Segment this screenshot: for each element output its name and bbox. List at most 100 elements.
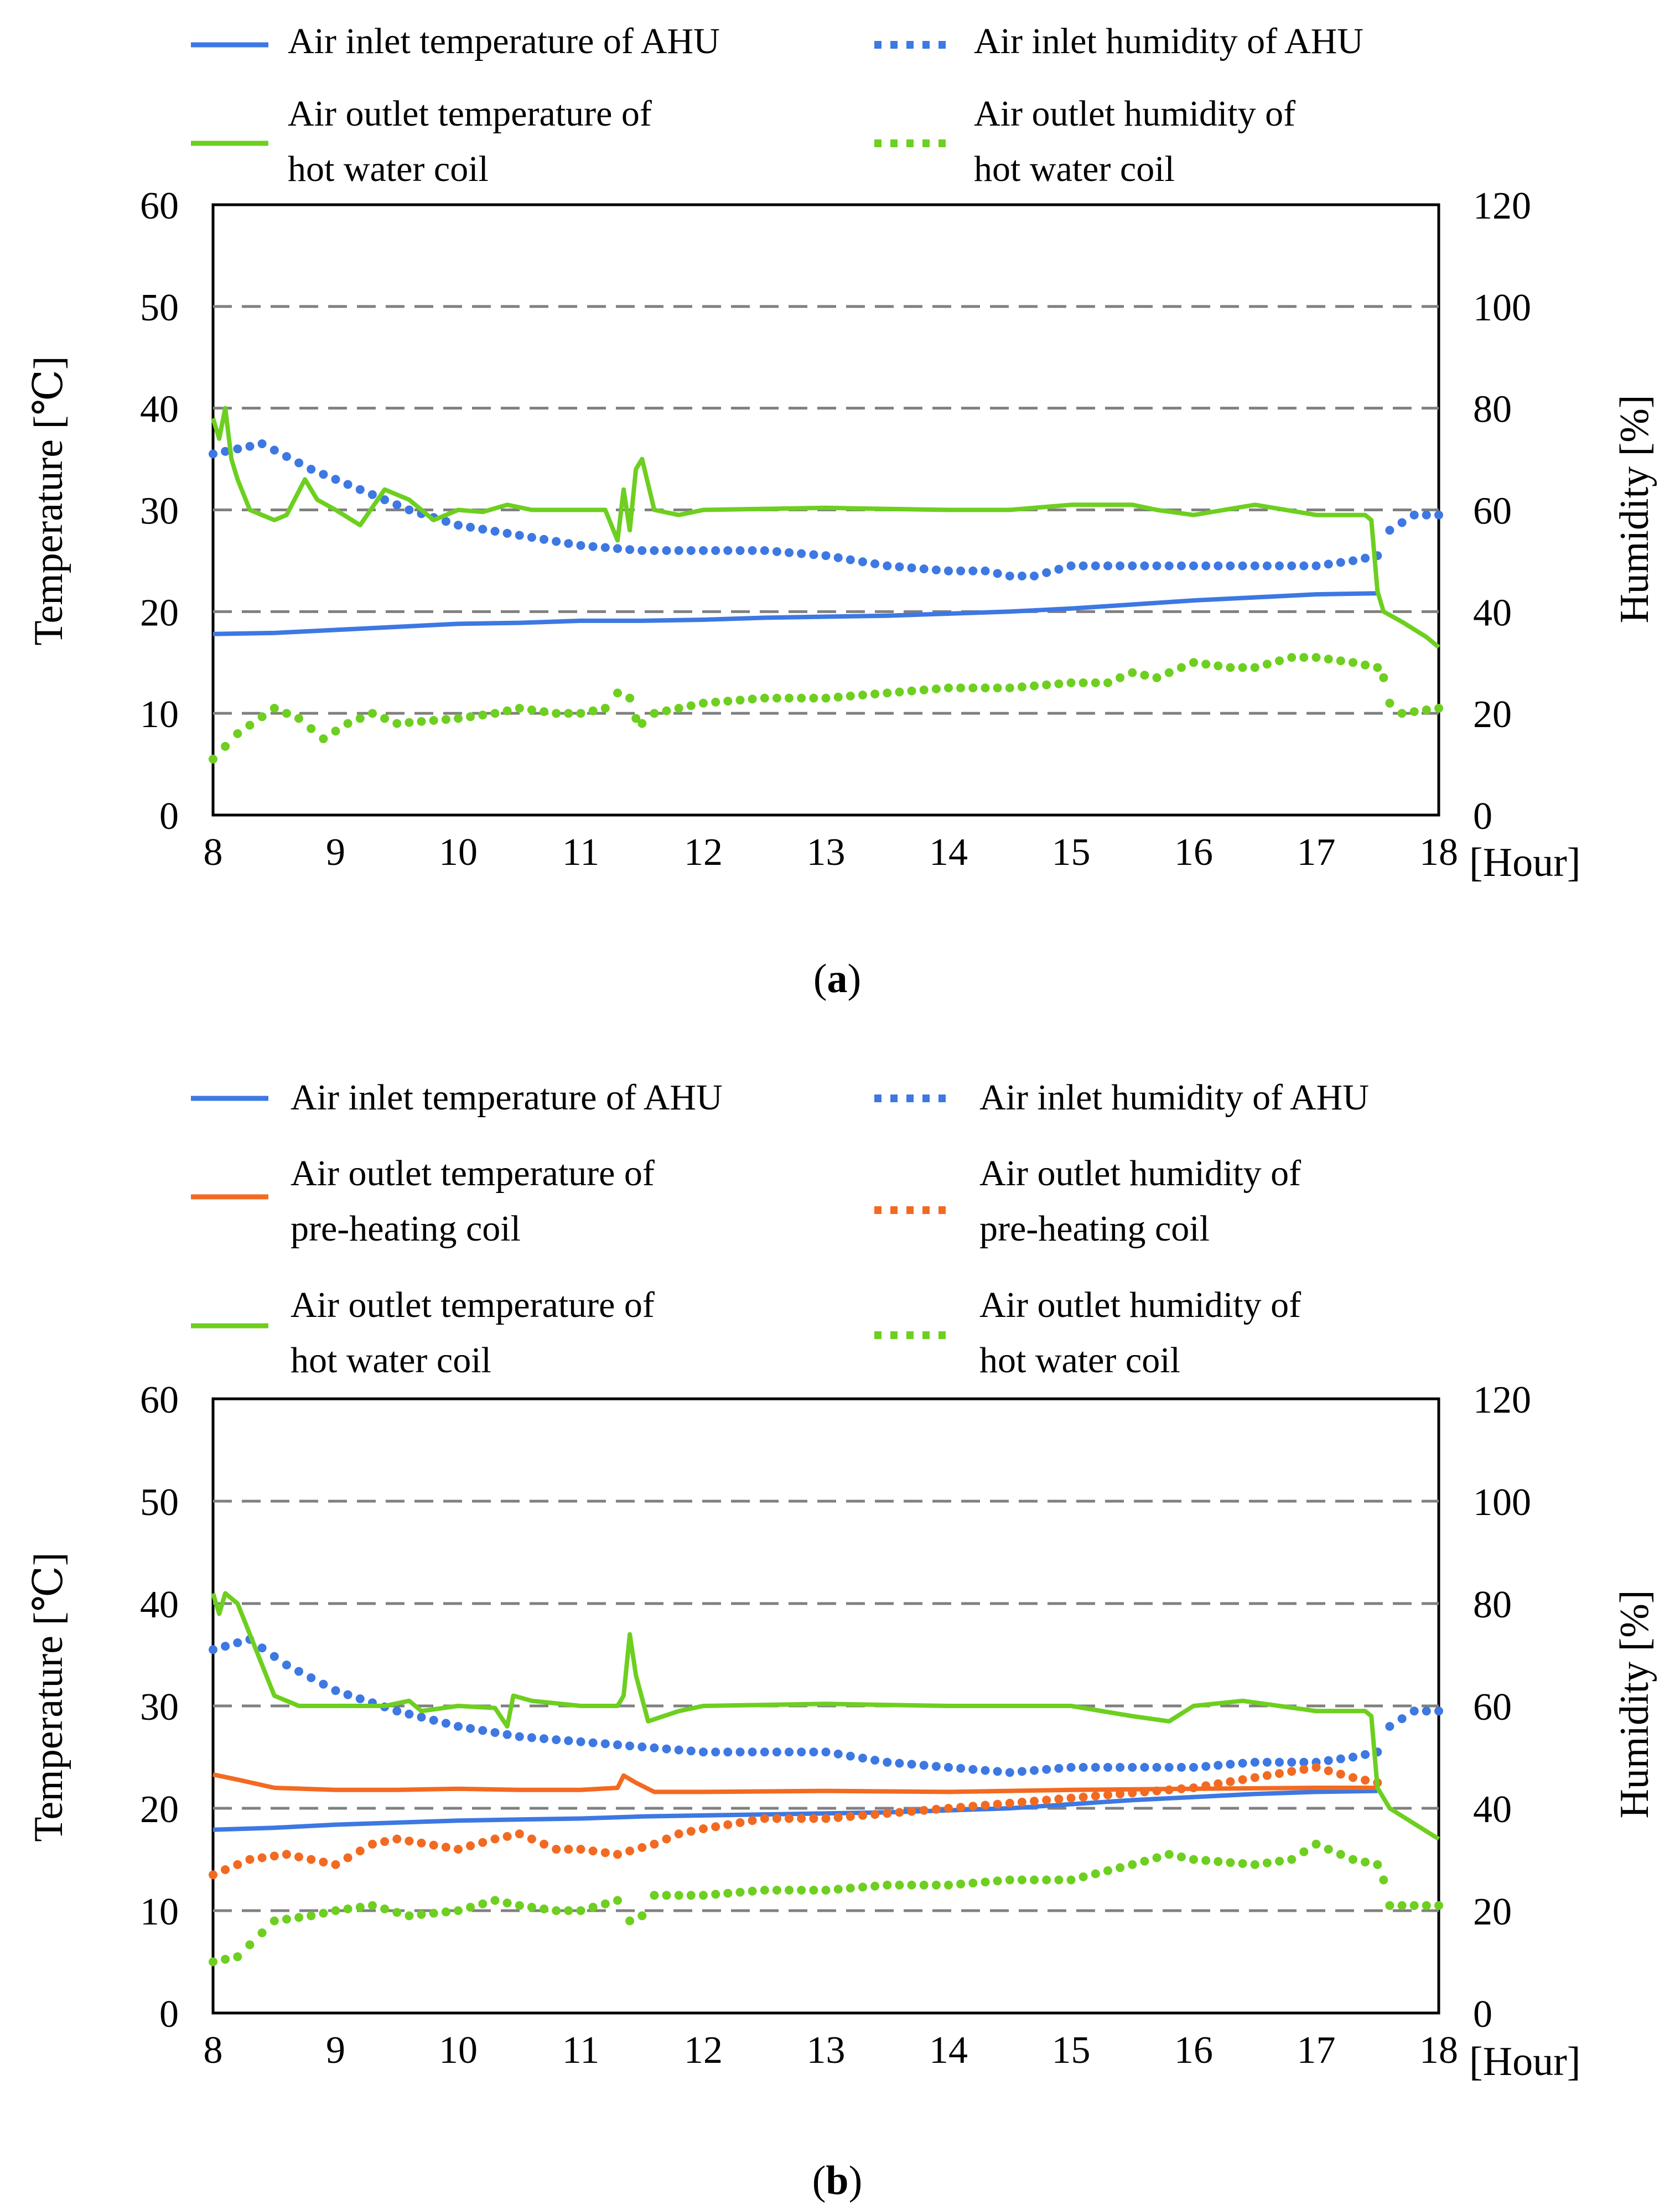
series-point xyxy=(600,1739,610,1749)
series-point xyxy=(1201,561,1211,570)
series-point xyxy=(269,1851,279,1861)
series-point xyxy=(552,709,561,718)
series-point xyxy=(600,1848,610,1858)
series-point xyxy=(748,546,757,555)
series-point xyxy=(650,1891,659,1900)
series-point xyxy=(686,1827,696,1836)
series-point xyxy=(564,1906,573,1915)
legend-line: Air outlet humidity of xyxy=(979,1285,1301,1325)
legend-label-b-3: Air outlet humidity of pre-heating coil xyxy=(979,1153,1301,1249)
series-point xyxy=(380,714,390,723)
series-point xyxy=(405,1837,414,1846)
series-point xyxy=(1238,1775,1247,1784)
series-point xyxy=(478,525,488,534)
series-point xyxy=(1201,1781,1211,1791)
legend-line: hot water coil xyxy=(974,149,1175,189)
y2-tick-label: 60 xyxy=(1473,1686,1512,1729)
series-point xyxy=(221,1954,230,1964)
series-0 xyxy=(212,1788,1378,1832)
series-point xyxy=(233,444,242,454)
series-point xyxy=(1214,661,1223,671)
series-point xyxy=(1275,1856,1284,1866)
series-point xyxy=(637,546,647,555)
series-point xyxy=(870,689,880,699)
series-point xyxy=(1030,572,1039,580)
series-point xyxy=(956,1763,966,1773)
series-point xyxy=(846,691,855,701)
series-point xyxy=(1275,656,1284,666)
series-point xyxy=(662,546,671,555)
series-point xyxy=(1017,682,1026,692)
series-point xyxy=(1214,1761,1223,1770)
y-tick-label: 0 xyxy=(159,1993,179,2036)
series-point xyxy=(552,1845,561,1854)
series-point xyxy=(735,546,745,555)
series-point xyxy=(576,1845,585,1854)
series-point xyxy=(931,1880,941,1890)
series-point xyxy=(1311,1763,1321,1772)
series-point xyxy=(1238,1758,1247,1768)
series-point xyxy=(294,458,304,468)
series-point xyxy=(981,566,990,575)
series-point xyxy=(1201,1762,1211,1771)
series-point xyxy=(968,683,978,693)
series-point xyxy=(1409,707,1419,717)
y2-ticks-b: 0 20 40 60 80 100 120 xyxy=(1473,1379,1531,2036)
series-point xyxy=(257,1853,267,1863)
series-point xyxy=(1189,658,1198,667)
series-point xyxy=(1373,1860,1382,1869)
series-point xyxy=(1054,1794,1064,1804)
series-point xyxy=(944,1804,953,1813)
series-point xyxy=(540,1904,549,1913)
x-tick-label: 16 xyxy=(1174,2029,1213,2072)
series-point xyxy=(1017,1797,1026,1807)
series-point xyxy=(662,1744,671,1754)
series-point xyxy=(833,553,843,562)
series-point xyxy=(1091,1869,1100,1879)
series-point xyxy=(209,449,217,459)
series-point xyxy=(821,1747,831,1757)
series-point xyxy=(1409,1901,1419,1910)
legend-label-b-0: Air inlet temperature of AHU xyxy=(291,1077,723,1118)
legend-line: Air outlet humidity of xyxy=(974,94,1295,134)
series-point xyxy=(662,1891,671,1900)
series-point xyxy=(1116,673,1125,682)
series-point xyxy=(748,1747,757,1757)
series-point xyxy=(637,1843,647,1852)
series-3 xyxy=(209,653,1443,764)
series-point xyxy=(1103,1790,1112,1799)
series-point xyxy=(429,1840,438,1850)
series-point xyxy=(552,1735,561,1745)
series-point xyxy=(723,697,733,706)
series-point xyxy=(1078,1792,1088,1802)
series-point xyxy=(600,543,610,552)
series-point xyxy=(1140,1787,1149,1797)
series-point xyxy=(1336,1754,1345,1763)
series-point xyxy=(355,1846,365,1856)
series-point xyxy=(723,1889,733,1898)
series-point xyxy=(1201,1856,1211,1865)
series-point xyxy=(319,1679,328,1689)
series-point xyxy=(1042,568,1051,577)
series-point xyxy=(956,683,966,693)
series-point xyxy=(711,697,720,707)
y-tick-label: 40 xyxy=(140,388,179,431)
chart-b: Air inlet temperature of AHU Air inlet h… xyxy=(26,1077,1657,2203)
series-point xyxy=(1103,678,1112,687)
series-point xyxy=(331,475,340,484)
series-point xyxy=(490,709,500,718)
series-point xyxy=(919,685,929,694)
series-point xyxy=(233,1860,242,1869)
series-point xyxy=(650,1839,659,1849)
series-point xyxy=(686,1891,696,1900)
x-tick-label: 12 xyxy=(684,831,723,874)
series-4 xyxy=(211,1591,1440,1841)
series-point xyxy=(1176,561,1186,570)
series-point xyxy=(1262,1757,1272,1767)
series-point xyxy=(319,734,328,744)
y-ticks-b: 0 10 20 30 40 50 60 xyxy=(140,1379,179,2036)
series-point xyxy=(1422,1706,1431,1716)
series-point xyxy=(540,535,548,544)
series-point xyxy=(441,1907,450,1917)
legend-label-b-1: Air inlet humidity of AHU xyxy=(979,1077,1369,1118)
